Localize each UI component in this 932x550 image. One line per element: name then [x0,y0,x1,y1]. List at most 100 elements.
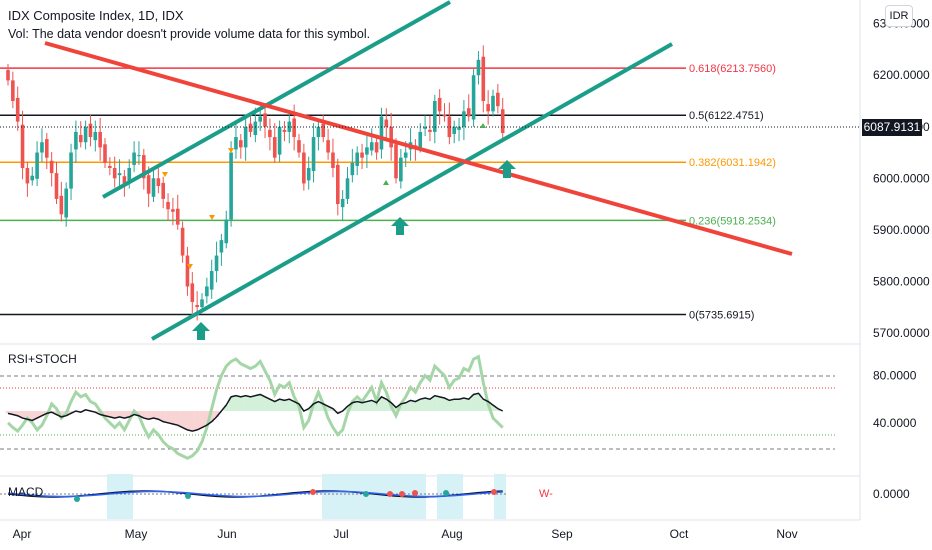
macd-cross-dot [412,490,418,496]
rsi-fill-bar [122,411,127,419]
candle-body [54,173,59,199]
candle-body [25,167,30,184]
candle-body [403,152,408,158]
rsi-fill-bar [29,411,35,421]
candle-body [423,126,427,129]
y-tick-label: 5900.0000 [873,223,930,237]
down-signal-icon [228,148,234,153]
rsi-fill-bar [262,396,268,411]
rsi-fill-bar [34,411,40,419]
rsi-fill-bar [68,411,74,414]
candle-body [452,126,456,134]
macd-highlight-zone [494,474,506,519]
candle-body [268,129,272,138]
candle-body [428,129,432,132]
candle-body [287,121,292,132]
rsi-fill-bar [345,406,350,411]
candle-body [491,95,495,112]
y-tick-label: 5700.0000 [873,326,930,340]
rsi-fill-bar [403,402,409,411]
rsi-line [7,392,504,432]
x-tick-label: Jun [217,527,236,541]
rsi-fill-bar [495,408,501,411]
rsi-fill-bar [272,401,278,411]
rsi-fill-bar [214,411,220,417]
rsi-fill-bar [194,411,200,430]
rsi-fill-bar [456,399,462,411]
rsi-fill-bar [233,395,239,411]
rsi-fill-bar [374,402,380,411]
rsi-fill-bar [383,399,389,411]
rsi-fill-bar [252,395,258,411]
candle-body [112,167,117,179]
currency-badge[interactable]: IDR [885,5,913,27]
x-tick-label: Oct [670,527,689,541]
rsi-fill-bar [20,411,26,419]
rsi-fill-bar [25,411,30,420]
candle-body [234,137,238,150]
rsi-fill-bar [102,411,108,416]
x-tick-label: Nov [776,527,797,541]
rsi-fill-bar [15,411,21,416]
up-arrow-marker [498,160,516,178]
candle-body [311,137,316,172]
candle-body [30,175,35,181]
candle-body [35,152,39,179]
rsi-fill-bar [466,399,472,411]
rsi-fill-bar [354,401,360,411]
rsi-fill-bar [393,407,399,411]
rsi-fill-bar [5,411,11,414]
rsi-fill-bar [335,411,341,414]
candle-body [45,139,49,158]
rsi-fill-bar [417,399,423,411]
candle-body [302,152,306,184]
rsi-fill-bar [248,396,253,411]
candle-body [132,152,136,165]
candle-body [374,142,379,153]
candle-body [306,167,311,181]
macd-tick-label: 0.0000 [873,487,910,501]
chart-title: IDX Composite Index, 1D, IDX [8,8,184,23]
candle-body [117,173,122,176]
candle-body [384,119,389,127]
rsi-fill-bar [39,411,45,416]
rsi-fill-bar [160,411,166,422]
rsi-fill-bar [223,405,229,411]
candle-body [433,101,437,132]
candle-body [248,123,253,132]
rsi-fill-bar [204,411,210,426]
channel-upper-line[interactable] [102,0,451,199]
candle-body [219,240,224,253]
rsi-fill-bar [413,401,418,411]
rsi-tick-label: 80.0000 [873,369,917,383]
candle-body [457,126,461,130]
rsi-pane-label: RSI+STOCH [8,352,77,366]
candle-body [49,160,54,174]
macd-pane-label: MACD [8,485,44,499]
candle-body [481,56,486,102]
drawing-tools[interactable] [0,0,860,341]
candle-body [200,299,204,308]
candle-body [476,59,481,76]
candle-body [355,152,359,166]
channel-lower-line[interactable] [151,42,673,341]
candle-body [78,135,83,143]
macd-cross-dot [185,493,191,499]
rsi-fill-bar [349,402,355,411]
candle-body [263,113,267,127]
x-tick-label: Aug [441,527,462,541]
rsi-fill-bar [422,398,428,411]
rsi-fill-bar [476,393,481,411]
descending-trendline[interactable] [44,41,793,256]
candle-body [122,176,127,184]
up-signal-icon [480,123,486,128]
candle-body [166,201,170,210]
candle-body [195,305,199,308]
fib-level-label: 0.618(6213.7560) [689,63,776,75]
fib-level-label: 0.382(6031.1942) [689,157,776,169]
candle-body [399,157,403,182]
rsi-fill-bar [151,411,156,419]
candle-body [146,175,151,194]
candle-body [442,114,447,117]
